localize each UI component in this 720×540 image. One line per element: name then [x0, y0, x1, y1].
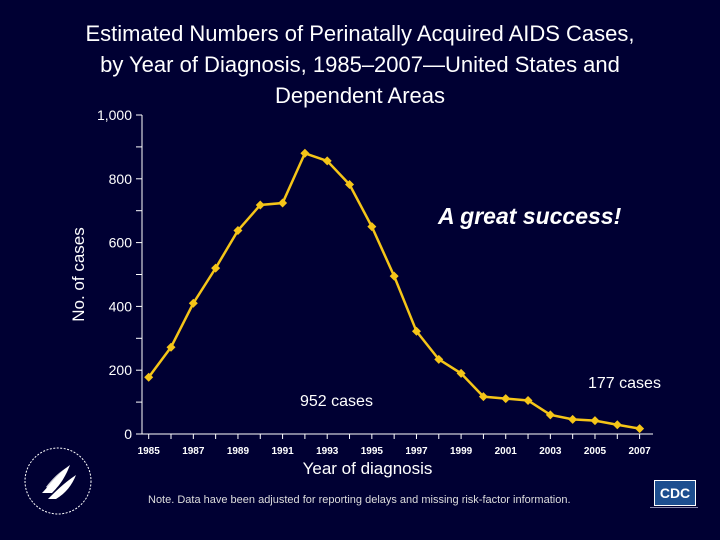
footnote: Note. Data have been adjusted for report…	[148, 494, 571, 506]
y-tick-label: 800	[109, 171, 133, 187]
data-point	[545, 410, 555, 420]
y-tick-label: 1,000	[97, 107, 132, 123]
data-point	[367, 222, 377, 232]
x-tick-label: 1985	[138, 446, 161, 457]
x-tick-label: 1995	[361, 446, 384, 457]
data-point	[233, 225, 243, 235]
y-axis-title: No. of cases	[69, 227, 88, 322]
x-tick-label: 1999	[450, 446, 473, 457]
data-point	[478, 392, 488, 402]
data-point	[523, 396, 533, 406]
x-tick-label: 1989	[227, 446, 250, 457]
success-callout-bg	[430, 198, 670, 238]
data-point	[501, 394, 511, 404]
data-point	[635, 424, 645, 434]
data-point	[322, 156, 332, 166]
data-point	[568, 414, 578, 424]
y-tick-label: 0	[124, 426, 132, 442]
data-point	[144, 372, 154, 382]
success-callout: A great success!	[438, 203, 622, 229]
title-line-2: by Year of Diagnosis, 1985–2007—United S…	[100, 52, 620, 77]
data-point	[389, 271, 399, 281]
cdc-logo: CDC	[654, 480, 696, 506]
peak-cases-annotation: 952 cases	[300, 393, 373, 410]
chart-title: Estimated Numbers of Perinatally Acquire…	[0, 18, 720, 111]
data-point	[166, 342, 176, 352]
data-point	[411, 326, 421, 336]
title-line-1: Estimated Numbers of Perinatally Acquire…	[85, 21, 635, 46]
hhs-eagle-icon	[24, 447, 92, 515]
data-point	[188, 298, 198, 308]
series-line	[147, 151, 640, 430]
data-point	[211, 263, 221, 273]
x-tick-label: 2005	[584, 446, 607, 457]
y-tick-label: 200	[109, 362, 133, 378]
x-tick-label: 1991	[271, 446, 294, 457]
x-tick-label: 2003	[539, 446, 562, 457]
x-tick-label: 2007	[628, 446, 651, 457]
x-tick-label: 2001	[495, 446, 518, 457]
data-point	[434, 354, 444, 364]
data-point	[456, 368, 466, 378]
x-tick-label: 1993	[316, 446, 339, 457]
data-point	[278, 198, 288, 208]
x-axis-title: Year of diagnosis	[303, 459, 433, 478]
x-tick-label: 1997	[405, 446, 428, 457]
cdc-logo-rule	[650, 507, 698, 514]
final-cases-annotation: 177 cases	[588, 375, 661, 392]
data-point	[590, 416, 600, 426]
data-point	[255, 200, 265, 210]
data-point	[612, 420, 622, 430]
x-tick-label: 1987	[182, 446, 205, 457]
data-point	[345, 180, 355, 190]
data-point	[300, 148, 310, 158]
y-tick-label: 400	[109, 298, 133, 314]
title-line-3: Dependent Areas	[274, 83, 446, 108]
y-tick-label: 600	[109, 235, 133, 251]
